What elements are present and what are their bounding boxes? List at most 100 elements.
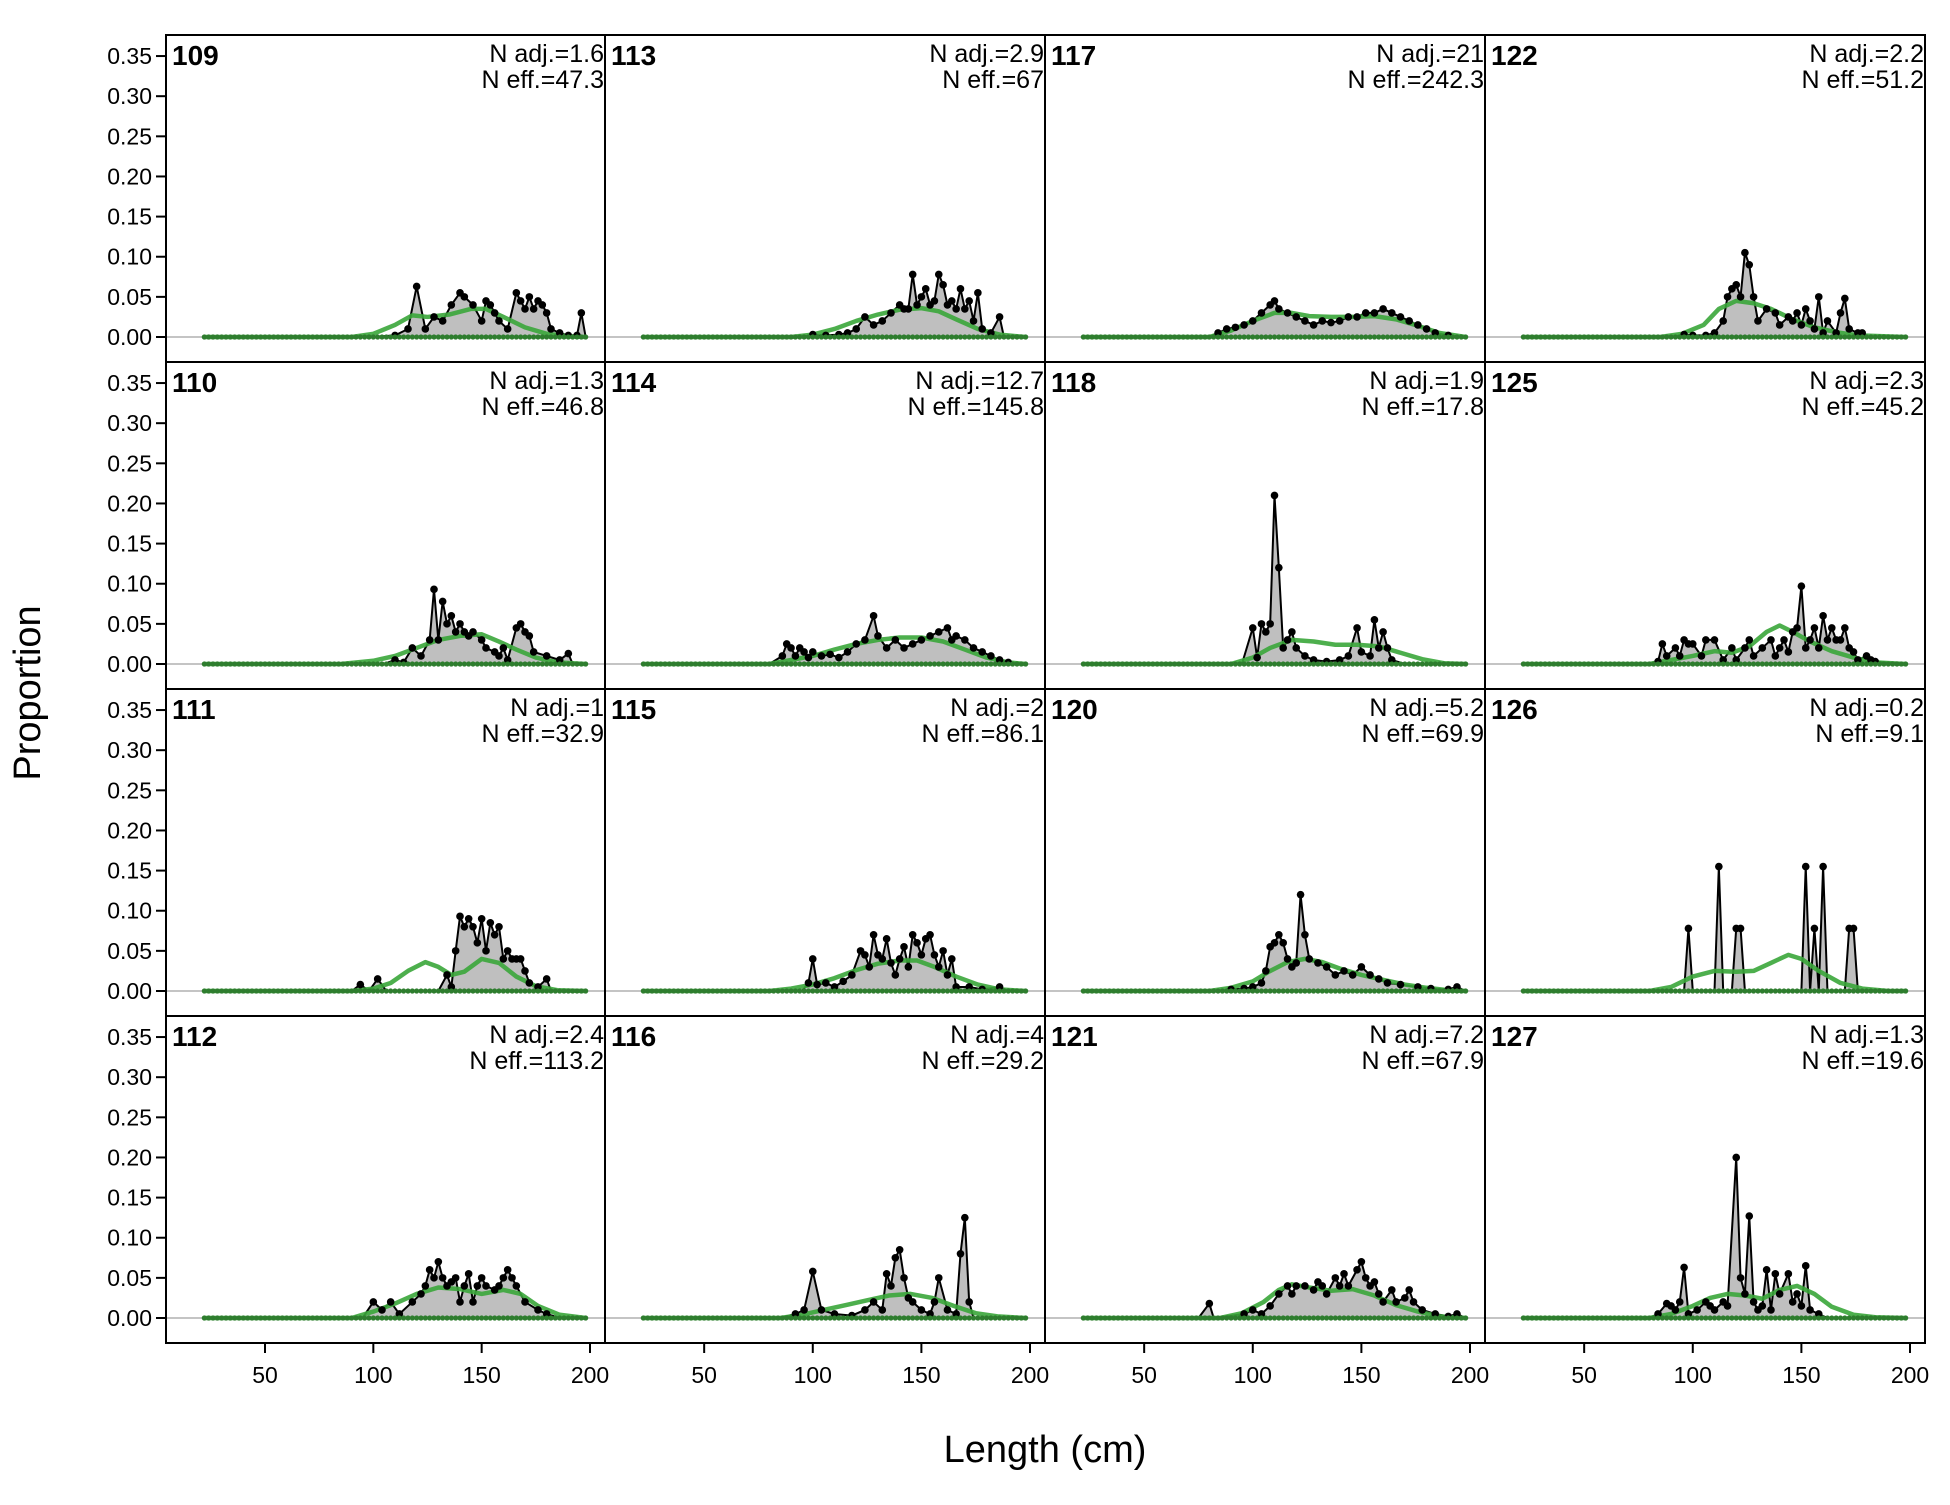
zero-point	[653, 1315, 659, 1321]
zero-point	[983, 1315, 990, 1321]
zero-point	[797, 661, 803, 667]
zero-point	[1150, 334, 1156, 340]
observed-point	[1745, 260, 1754, 269]
zero-point	[206, 661, 212, 667]
zero-point	[1668, 334, 1674, 340]
zero-point	[736, 988, 742, 994]
zero-point	[640, 661, 646, 667]
observed-point	[1374, 975, 1383, 983]
zero-point	[435, 988, 441, 994]
observed-point	[490, 931, 499, 939]
zero-point	[1258, 988, 1265, 994]
zero-point	[1263, 1315, 1269, 1321]
observed-point	[804, 653, 813, 662]
zero-point	[271, 334, 277, 340]
observed-point	[1810, 924, 1819, 933]
zero-point	[731, 1315, 738, 1321]
observed-point	[887, 309, 895, 317]
zero-point	[1354, 334, 1360, 340]
zero-point	[1319, 334, 1325, 340]
zero-point	[1010, 661, 1016, 667]
zero-point	[461, 334, 467, 340]
zero-point	[427, 1315, 433, 1321]
observed-point	[1732, 656, 1741, 664]
zero-point	[666, 661, 673, 667]
zero-point	[1402, 1315, 1408, 1321]
observed-point	[542, 309, 551, 317]
observed-point	[1801, 644, 1810, 652]
zero-point	[1258, 334, 1265, 340]
zero-point	[1585, 988, 1592, 994]
zero-point	[1089, 1315, 1095, 1321]
zero-point	[1302, 1315, 1308, 1321]
zero-point	[1859, 334, 1865, 340]
zero-point	[1633, 1315, 1639, 1321]
zero-point	[1807, 661, 1813, 667]
zero-point	[1202, 661, 1208, 667]
observed-point	[421, 1282, 430, 1290]
panel-label: 110	[172, 367, 217, 398]
zero-point	[483, 334, 489, 340]
zero-point	[487, 661, 493, 667]
zero-point	[405, 988, 411, 994]
zero-point	[849, 988, 855, 994]
zero-point	[1850, 334, 1857, 340]
zero-point	[1284, 1315, 1291, 1321]
zero-point	[1450, 1315, 1456, 1321]
zero-point	[500, 661, 506, 667]
zero-point	[1611, 988, 1618, 994]
zero-point	[1350, 1315, 1356, 1321]
zero-point	[766, 334, 772, 340]
zero-point	[1546, 661, 1553, 667]
zero-point	[1542, 1315, 1548, 1321]
zero-point	[353, 1315, 359, 1321]
zero-point	[505, 1315, 511, 1321]
zero-point	[827, 1315, 833, 1321]
zero-point	[645, 988, 651, 994]
zero-point	[1245, 1315, 1252, 1321]
zero-point	[236, 334, 242, 340]
zero-point	[645, 661, 651, 667]
zero-point	[474, 1315, 480, 1321]
zero-point	[1729, 334, 1735, 340]
n-eff-label: N eff.=113.2	[469, 1047, 604, 1075]
zero-point	[918, 334, 924, 340]
zero-point	[1098, 661, 1104, 667]
zero-point	[427, 334, 433, 340]
observed-point	[495, 317, 503, 325]
observed-point	[808, 648, 817, 656]
zero-point	[762, 334, 768, 340]
zero-point	[1254, 988, 1260, 994]
zero-point	[223, 334, 229, 340]
zero-point	[470, 334, 476, 340]
zero-point	[1350, 661, 1356, 667]
zero-point	[888, 661, 894, 667]
zero-point	[327, 1315, 333, 1321]
observed-point	[1257, 1310, 1266, 1318]
zero-point	[640, 334, 646, 340]
zero-point	[340, 988, 346, 994]
zero-point	[557, 1315, 563, 1321]
zero-point	[1124, 1315, 1130, 1321]
zero-point	[1354, 661, 1360, 667]
zero-point	[862, 661, 868, 667]
zero-point	[1341, 988, 1347, 994]
zero-point	[736, 661, 742, 667]
zero-point	[788, 1315, 794, 1321]
zero-point	[923, 661, 929, 667]
zero-point	[1733, 988, 1739, 994]
observed-point	[917, 1306, 926, 1314]
zero-point	[792, 988, 799, 994]
zero-point	[692, 661, 699, 667]
observed-point	[508, 1274, 516, 1282]
zero-point	[284, 334, 290, 340]
zero-point	[1311, 334, 1317, 340]
observed-point	[1383, 644, 1392, 652]
observed-point	[1418, 1306, 1427, 1314]
observed-point	[1222, 325, 1231, 333]
zero-point	[797, 988, 803, 994]
zero-point	[745, 661, 751, 667]
zero-point	[323, 661, 329, 667]
zero-point	[1881, 661, 1887, 667]
zero-point	[1167, 988, 1173, 994]
